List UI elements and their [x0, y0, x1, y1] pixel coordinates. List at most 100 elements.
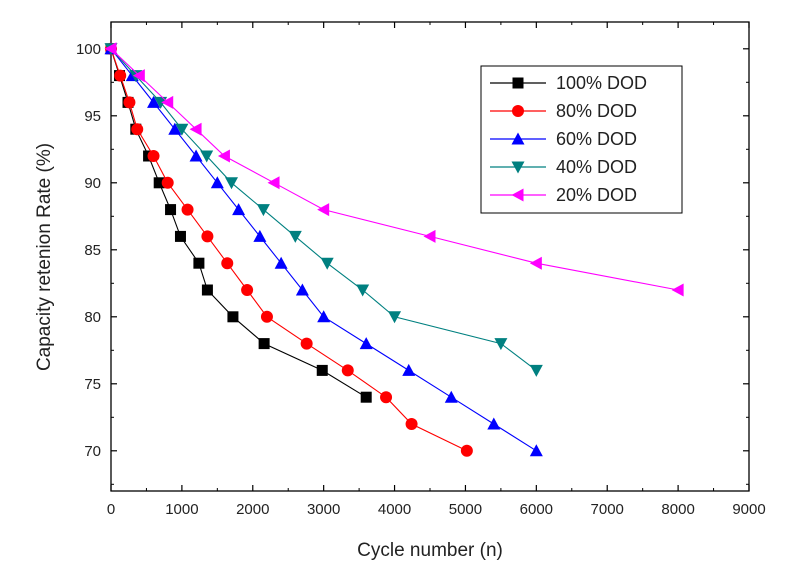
- data-point: [260, 310, 273, 323]
- data-point: [258, 338, 270, 350]
- legend-label: 100% DOD: [556, 73, 647, 93]
- data-point: [241, 284, 254, 296]
- series-layer: [104, 42, 684, 457]
- data-point: [154, 96, 168, 109]
- data-point: [274, 256, 288, 269]
- legend-marker: [512, 77, 524, 89]
- data-point: [147, 95, 161, 108]
- x-tick-label: 1000: [165, 501, 198, 518]
- data-point: [529, 444, 543, 457]
- data-point: [320, 257, 334, 270]
- x-tick-label: 7000: [591, 501, 624, 518]
- data-point: [256, 204, 270, 217]
- legend-item: 20% DOD: [490, 185, 637, 205]
- legend: 100% DOD 80% DOD 60% DOD 40% DOD 20% DOD: [480, 65, 683, 214]
- data-point: [388, 311, 402, 324]
- data-point: [104, 42, 117, 56]
- data-point: [221, 257, 234, 270]
- legend-marker: [511, 161, 525, 174]
- data-point: [131, 123, 144, 136]
- data-point: [267, 176, 280, 190]
- data-point: [317, 203, 330, 217]
- data-point: [288, 230, 302, 243]
- data-point: [423, 229, 436, 243]
- data-point: [174, 230, 186, 242]
- legend-label: 40% DOD: [556, 157, 637, 177]
- y-tick-label: 90: [84, 175, 101, 192]
- series-line: [110, 48, 679, 291]
- y-tick-label: 95: [84, 108, 101, 125]
- x-tick-label: 4000: [378, 501, 411, 518]
- data-point: [402, 363, 416, 376]
- data-point: [153, 177, 165, 189]
- series-20-dod: [104, 42, 684, 297]
- data-point: [201, 230, 214, 243]
- x-tick-label: 0: [107, 501, 115, 518]
- legend-item: 100% DOD: [490, 73, 647, 93]
- data-point: [161, 95, 174, 109]
- data-point: [671, 283, 684, 297]
- x-tick-label: 3000: [307, 501, 340, 518]
- data-point: [529, 364, 543, 377]
- data-point: [494, 338, 508, 351]
- y-tick-label: 100: [76, 41, 101, 58]
- series-line: [110, 48, 468, 452]
- data-point: [380, 391, 393, 404]
- y-tick-label: 85: [84, 242, 101, 259]
- legend-item: 40% DOD: [490, 157, 637, 177]
- x-tick-label: 8000: [661, 501, 694, 518]
- data-point: [225, 177, 239, 190]
- data-point: [168, 122, 182, 135]
- legend-marker: [511, 132, 525, 145]
- data-point: [360, 391, 372, 403]
- legend-label: 20% DOD: [556, 185, 637, 205]
- legend-label: 80% DOD: [556, 101, 637, 121]
- legend-item: 80% DOD: [490, 101, 637, 121]
- x-tick-label: 2000: [236, 501, 269, 518]
- data-point: [341, 364, 354, 377]
- x-tick-label: 9000: [732, 501, 765, 518]
- data-point: [232, 203, 246, 216]
- y-tick-label: 75: [84, 376, 101, 393]
- data-point: [529, 256, 542, 270]
- x-axis: 0 1000 2000 3000 4000 5000 6000 7000 8000 9000: [107, 22, 766, 518]
- data-point: [210, 176, 224, 189]
- legend-label: 60% DOD: [556, 129, 637, 149]
- data-point: [181, 203, 194, 216]
- data-point: [200, 150, 214, 163]
- y-tick-label: 70: [84, 443, 101, 460]
- data-point: [460, 444, 473, 457]
- data-point: [317, 310, 331, 323]
- data-point: [114, 69, 127, 82]
- data-point: [201, 284, 213, 296]
- data-point: [193, 257, 205, 269]
- data-point: [132, 69, 145, 83]
- y-tick-label: 80: [84, 309, 101, 326]
- data-point: [217, 149, 230, 163]
- data-point: [253, 229, 267, 242]
- data-point: [487, 417, 501, 430]
- y-axis-title: Capacity retenion Rate (%): [34, 143, 55, 371]
- series-line: [110, 48, 537, 452]
- legend-marker: [512, 105, 524, 117]
- data-point: [316, 364, 328, 376]
- y-axis: 70 75 80 85 90 95 100: [76, 41, 749, 485]
- data-point: [359, 337, 373, 350]
- data-point: [175, 123, 189, 136]
- data-point: [444, 390, 458, 403]
- legend-item: 60% DOD: [490, 129, 637, 149]
- data-point: [295, 283, 309, 296]
- x-tick-label: 6000: [520, 501, 553, 518]
- data-point: [147, 150, 160, 162]
- legend-marker: [511, 188, 524, 202]
- series-80-dod: [105, 42, 473, 457]
- data-point: [123, 96, 136, 109]
- data-point: [227, 311, 239, 323]
- data-point: [405, 418, 418, 430]
- data-point: [300, 337, 313, 350]
- data-point: [189, 122, 202, 136]
- x-axis-title: Cycle number (n): [357, 540, 503, 561]
- data-point: [161, 176, 174, 189]
- data-point: [189, 149, 203, 162]
